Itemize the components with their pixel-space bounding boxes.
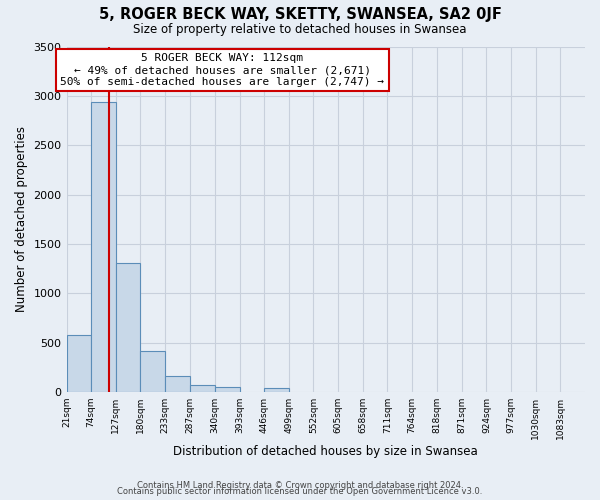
Bar [116,262,140,392]
Bar [264,388,289,392]
Text: Contains public sector information licensed under the Open Government Licence v3: Contains public sector information licen… [118,487,482,496]
Text: 5 ROGER BECK WAY: 112sqm
← 49% of detached houses are smaller (2,671)
50% of sem: 5 ROGER BECK WAY: 112sqm ← 49% of detach… [60,54,384,86]
Bar [140,351,165,392]
X-axis label: Distribution of detached houses by size in Swansea: Distribution of detached houses by size … [173,444,478,458]
Y-axis label: Number of detached properties: Number of detached properties [15,126,28,312]
Bar [215,386,239,392]
Text: 5, ROGER BECK WAY, SKETTY, SWANSEA, SA2 0JF: 5, ROGER BECK WAY, SKETTY, SWANSEA, SA2 … [98,8,502,22]
Bar [91,102,116,392]
Text: Size of property relative to detached houses in Swansea: Size of property relative to detached ho… [133,22,467,36]
Text: Contains HM Land Registry data © Crown copyright and database right 2024.: Contains HM Land Registry data © Crown c… [137,481,463,490]
Bar [190,384,215,392]
Bar [67,334,91,392]
Bar [165,376,190,392]
